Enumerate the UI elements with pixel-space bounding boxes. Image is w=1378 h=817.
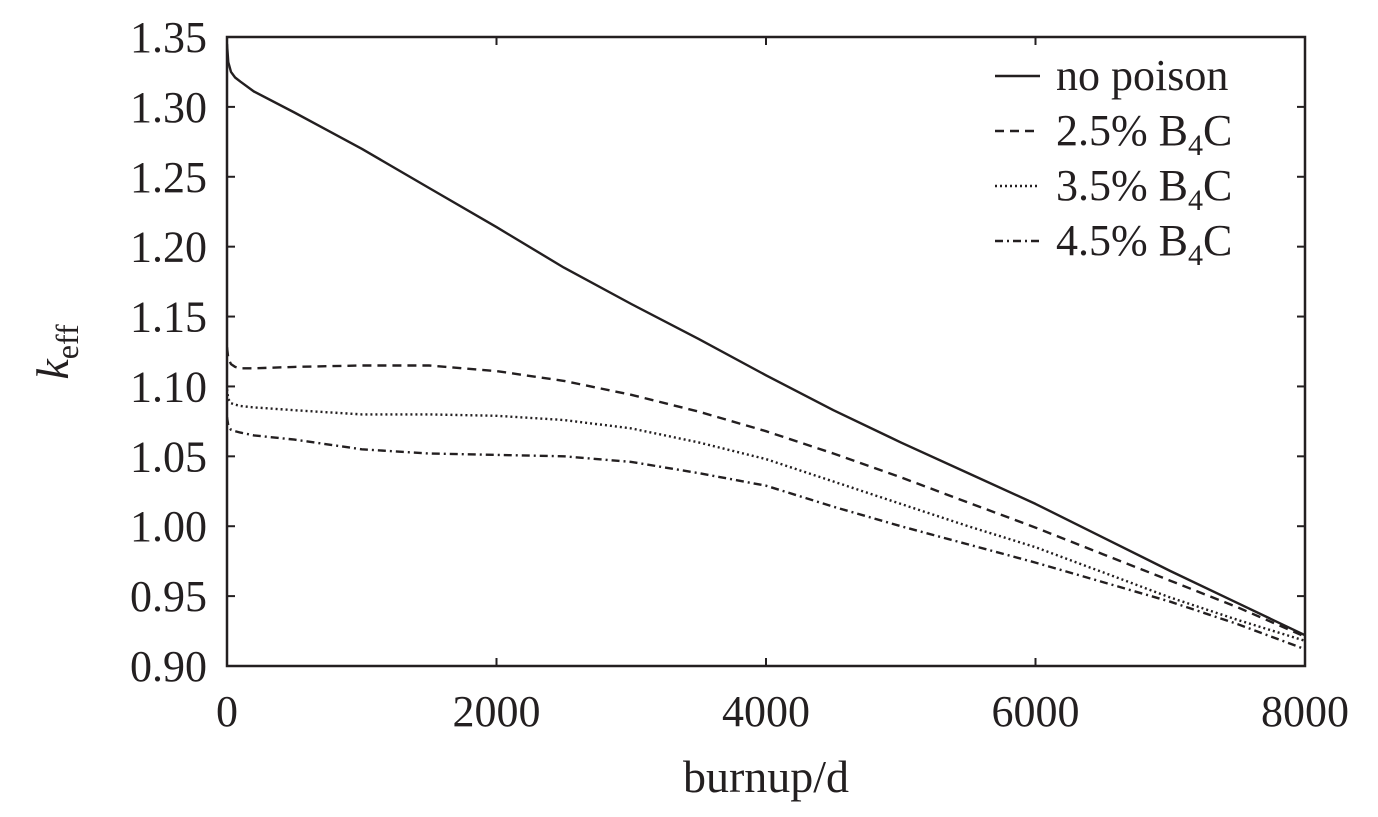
y-tick-label: 1.15 (130, 293, 207, 342)
y-tick-label: 1.25 (130, 153, 207, 202)
y-tick-label: 1.00 (130, 502, 207, 551)
legend-label-4: 4.5% B4C (1056, 216, 1232, 272)
y-tick-label: 1.05 (130, 432, 207, 481)
x-axis-label: burnup/d (683, 751, 849, 802)
legend-label-1: no poison (1056, 51, 1228, 100)
legend-label-tail: C (1203, 216, 1232, 265)
y-axis-label: keff (27, 324, 85, 380)
x-tick-label: 8000 (1261, 687, 1349, 736)
x-tick-label: 0 (216, 687, 238, 736)
y-axis-ticks: 0.90 0.95 1.00 1.05 1.10 1.15 1.20 1.25 1.30 1.35 (130, 13, 1305, 691)
legend-label-main: 2.5% B (1056, 106, 1188, 155)
legend-label-sub: 4 (1188, 184, 1203, 217)
y-tick-label: 1.35 (130, 13, 207, 62)
legend-label-2: 2.5% B4C (1056, 106, 1232, 162)
legend-label-tail: C (1203, 161, 1232, 210)
legend-label-main: no poison (1056, 51, 1228, 100)
legend-label-sub: 4 (1188, 129, 1203, 162)
y-axis-label-main: k (27, 358, 78, 380)
series-line-4 (227, 417, 1305, 651)
x-axis-ticks: 0 2000 4000 6000 8000 (216, 37, 1349, 736)
y-tick-label: 1.30 (130, 83, 207, 132)
series-line-2 (227, 347, 1305, 638)
series-line-3 (227, 389, 1305, 642)
x-tick-label: 2000 (453, 687, 541, 736)
legend-label-sub: 4 (1188, 239, 1203, 272)
y-tick-label: 1.20 (130, 223, 207, 272)
y-tick-label: 0.95 (130, 572, 207, 621)
series-layer (227, 43, 1305, 651)
y-tick-label: 0.90 (130, 642, 207, 691)
y-axis-label-sub: eff (49, 324, 85, 359)
legend-label-tail: C (1203, 106, 1232, 155)
y-tick-label: 1.10 (130, 362, 207, 411)
legend-label-3: 3.5% B4C (1056, 161, 1232, 217)
legend-label-main: 3.5% B (1056, 161, 1188, 210)
legend-label-main: 4.5% B (1056, 216, 1188, 265)
x-tick-label: 6000 (992, 687, 1080, 736)
x-tick-label: 4000 (722, 687, 810, 736)
series-line-1 (227, 43, 1305, 637)
